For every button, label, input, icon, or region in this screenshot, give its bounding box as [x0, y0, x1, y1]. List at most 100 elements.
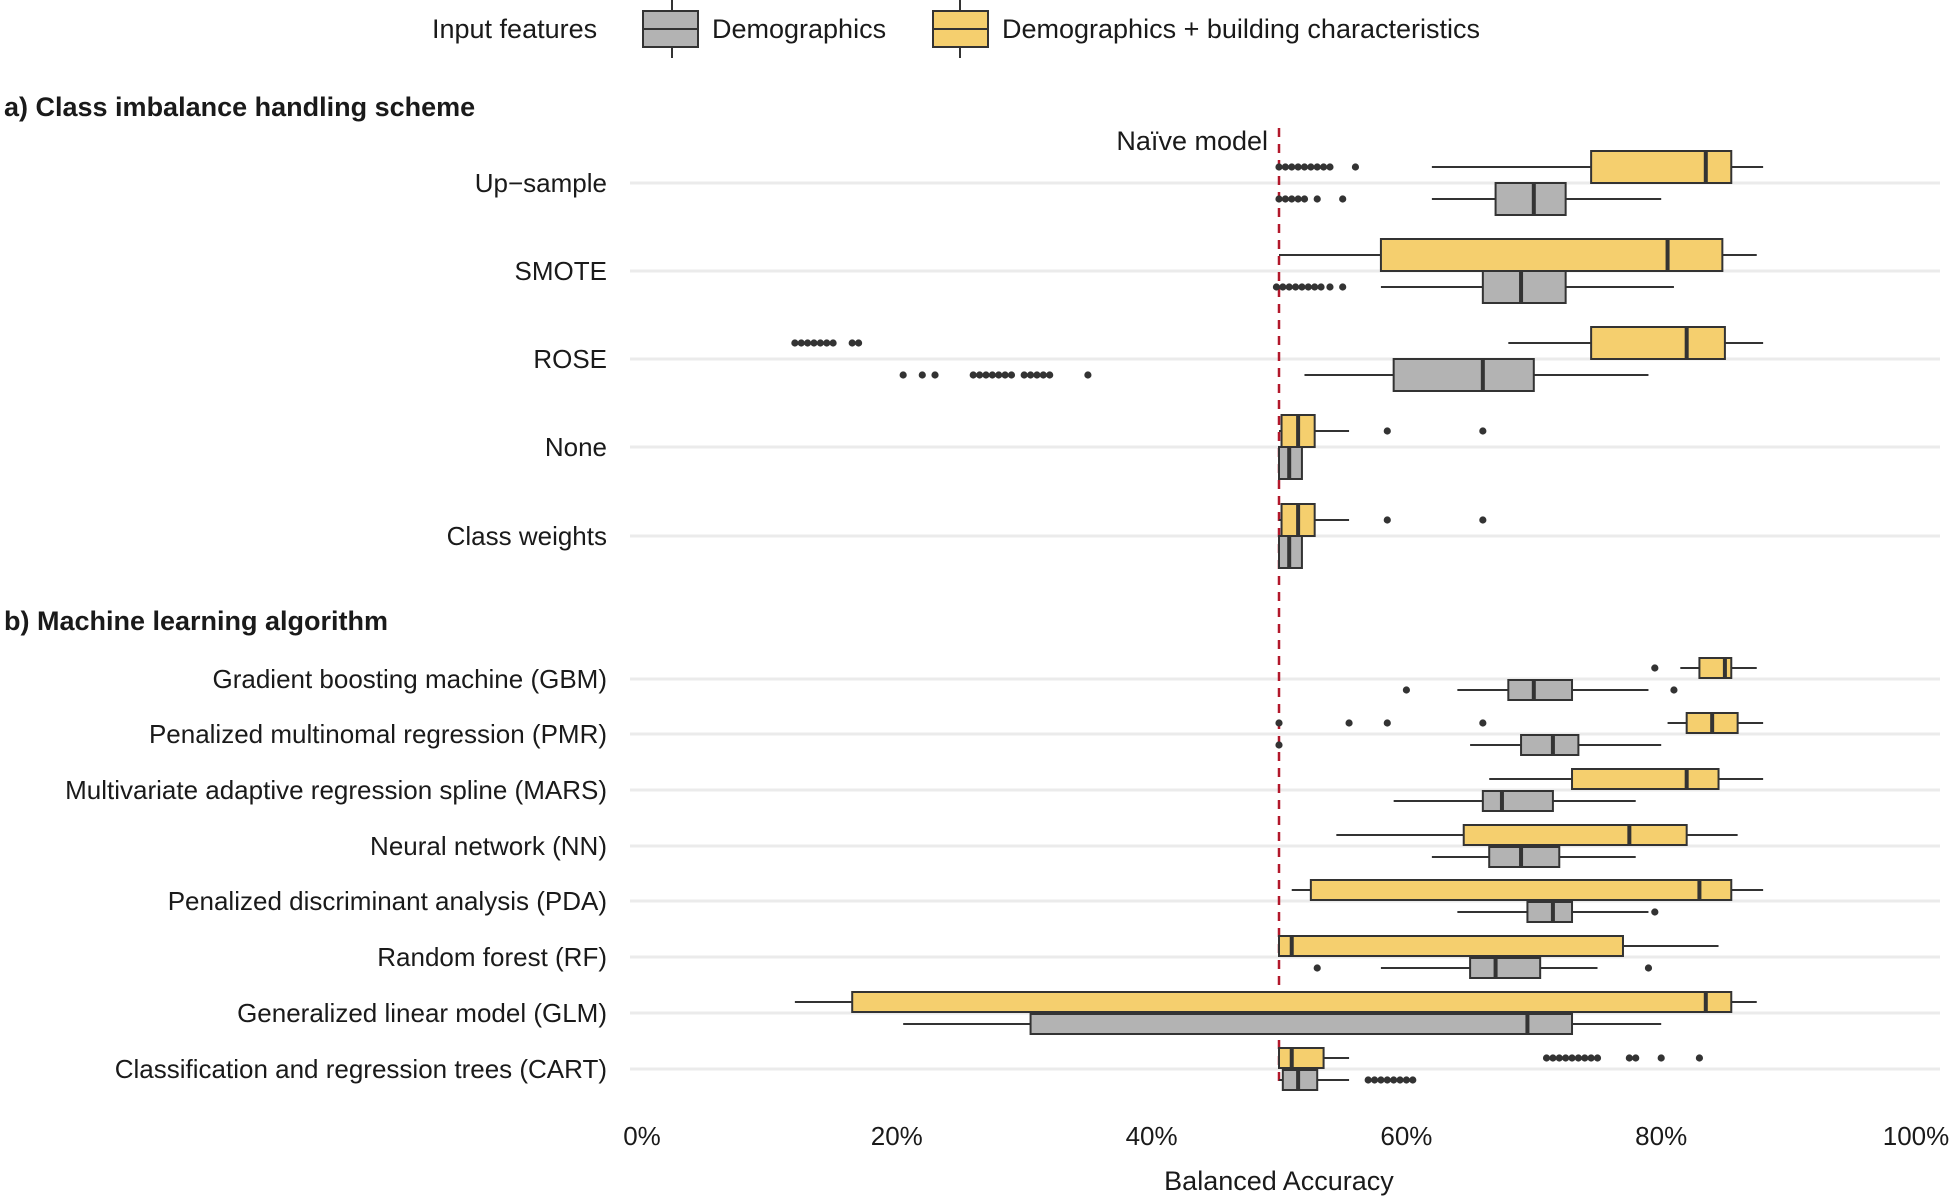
outlier-point	[1593, 1054, 1602, 1062]
box-building	[1279, 238, 1757, 272]
outlier-point	[1291, 283, 1300, 291]
outlier-point	[1317, 283, 1325, 291]
outlier-point	[1275, 719, 1283, 727]
outlier-point	[1294, 195, 1302, 203]
panel-title-b: b) Machine learning algorithm	[4, 606, 388, 636]
box-building	[1651, 657, 1757, 679]
box-iqr	[1481, 270, 1567, 304]
outlier-point	[1275, 163, 1283, 171]
outlier-point	[1383, 427, 1391, 435]
outlier-point	[1383, 719, 1391, 727]
legend-key-demographics	[642, 0, 699, 58]
outlier-point	[1581, 1054, 1589, 1062]
outlier-point	[1026, 371, 1035, 379]
outlier-point	[804, 339, 812, 347]
category-label: Random forest (RF)	[377, 942, 607, 972]
outlier-point	[1377, 1076, 1385, 1084]
box-iqr	[1507, 679, 1574, 701]
box-iqr	[1278, 1047, 1325, 1069]
outlier-point	[969, 371, 977, 379]
outlier-point	[1568, 1054, 1576, 1062]
outlier-point	[1001, 371, 1009, 379]
box-iqr	[1526, 901, 1574, 923]
outlier-point	[1644, 964, 1653, 972]
x-tick-label: 0%	[623, 1121, 661, 1151]
outlier-point	[1300, 195, 1309, 203]
box-building	[1275, 150, 1764, 184]
outlier-point	[1625, 1054, 1633, 1062]
naive-model-reference: Naïve model	[1116, 126, 1281, 1084]
outlier-point	[1279, 283, 1287, 291]
outlier-point	[1549, 1054, 1557, 1062]
outlier-point	[931, 371, 939, 379]
box-demographics	[1313, 957, 1653, 979]
outlier-point	[1555, 1054, 1563, 1062]
outlier-point	[995, 371, 1003, 379]
outlier-point	[791, 339, 799, 347]
box-demographics	[1275, 182, 1662, 216]
box-iqr	[1462, 824, 1688, 846]
outlier-point	[1033, 371, 1041, 379]
outlier-point	[829, 339, 837, 347]
box-iqr	[1469, 957, 1542, 979]
legend-key-building	[932, 0, 989, 58]
outlier-point	[1370, 1076, 1379, 1084]
box-building	[1279, 503, 1487, 537]
naive-model-label: Naïve model	[1116, 126, 1268, 156]
x-axis-title: Balanced Accuracy	[1164, 1166, 1394, 1196]
category-label: SMOTE	[515, 256, 607, 286]
outlier-point	[1479, 427, 1487, 435]
outlier-point	[1339, 195, 1347, 203]
box-demographics	[1278, 535, 1303, 569]
outlier-point	[1587, 1054, 1595, 1062]
category-label: Class weights	[447, 521, 607, 551]
outlier-point	[1313, 964, 1321, 972]
outlier-point	[1651, 664, 1659, 672]
box-building	[1278, 1047, 1704, 1069]
x-tick-label: 20%	[871, 1121, 923, 1151]
category-label: Up−sample	[475, 168, 607, 198]
outlier-point	[1657, 1054, 1665, 1062]
outlier-point	[1396, 1076, 1404, 1084]
x-tick-label: 60%	[1380, 1121, 1432, 1151]
outlier-point	[1383, 516, 1391, 524]
category-label: ROSE	[533, 344, 607, 374]
category-label: Penalized multinomal regression (PMR)	[149, 719, 607, 749]
outlier-point	[1020, 371, 1028, 379]
box-iqr	[1520, 734, 1580, 756]
box-demographics	[1393, 790, 1636, 812]
outlier-point	[1383, 1076, 1391, 1084]
outlier-point	[1304, 283, 1312, 291]
x-tick-label: 40%	[1126, 1121, 1178, 1151]
box-demographics	[1431, 846, 1636, 868]
outlier-point	[976, 371, 984, 379]
box-demographics	[903, 1013, 1662, 1035]
outlier-point	[1288, 163, 1296, 171]
outlier-point	[1084, 371, 1092, 379]
box-building	[791, 326, 1764, 360]
category-label: Neural network (NN)	[370, 831, 607, 861]
outlier-point	[1479, 516, 1487, 524]
outlier-point	[1402, 686, 1410, 694]
outlier-point	[1479, 719, 1487, 727]
outlier-point	[810, 339, 818, 347]
box-iqr	[1590, 150, 1733, 184]
outlier-point	[1319, 163, 1328, 171]
outlier-point	[823, 339, 831, 347]
box-building	[1279, 414, 1487, 448]
legend-label-demographics: Demographics	[712, 14, 886, 44]
outlier-point	[1275, 741, 1283, 749]
box-iqr	[1494, 182, 1567, 216]
x-tick-label: 80%	[1635, 1121, 1687, 1151]
outlier-point	[1574, 1054, 1582, 1062]
outlier-point	[1651, 908, 1659, 916]
outlier-point	[1307, 163, 1315, 171]
outlier-point	[1351, 163, 1360, 171]
legend-title: Input features	[432, 14, 597, 44]
outlier-point	[1402, 1076, 1410, 1084]
outlier-point	[1339, 283, 1347, 291]
box-demographics	[1272, 270, 1674, 304]
outlier-point	[1272, 283, 1281, 291]
outlier-point	[1313, 195, 1321, 203]
